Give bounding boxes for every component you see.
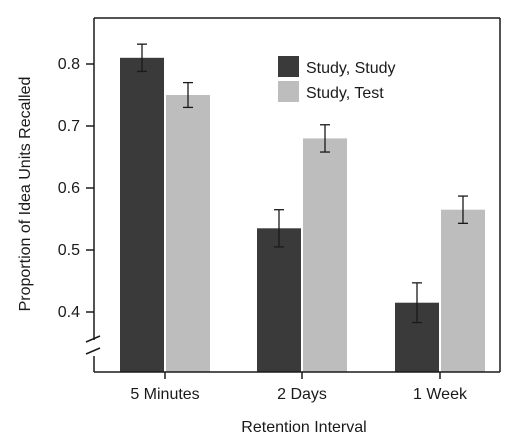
error-bars-layer xyxy=(137,43,468,324)
error-bar-study-study-0 xyxy=(137,43,147,73)
error-bar-study-study-2 xyxy=(412,282,422,324)
bar-study-study-1 xyxy=(257,228,301,372)
bar-study-study-0 xyxy=(120,57,164,373)
error-bar-study-test-2 xyxy=(458,195,468,224)
y-tick-label: 0.7 xyxy=(58,118,80,135)
y-axis-title: Proportion of Idea Units Recalled xyxy=(17,77,34,312)
y-tick-label: 0.4 xyxy=(58,304,80,321)
x-ticks: 5 Minutes 2 Days 1 Week xyxy=(130,372,468,403)
axis-break-mark-top xyxy=(85,335,101,343)
y-tick-label: 0.8 xyxy=(58,56,80,73)
plot-frame xyxy=(85,17,501,373)
y-tick-label: 0.5 xyxy=(58,242,80,259)
bar-study-test-1 xyxy=(303,138,347,372)
legend: Study, Study Study, Test xyxy=(278,56,396,102)
bar-study-test-0 xyxy=(166,95,210,372)
bar-study-test-2 xyxy=(441,209,485,372)
error-bar-study-study-1 xyxy=(274,209,284,248)
x-tick-label: 1 Week xyxy=(413,386,468,403)
legend-swatch-study-study xyxy=(278,56,299,77)
legend-swatch-study-test xyxy=(278,81,299,102)
legend-label-study-test: Study, Test xyxy=(306,85,384,102)
axis-break-mark-bottom xyxy=(85,347,101,355)
legend-label-study-study: Study, Study xyxy=(306,60,396,77)
error-bar-study-test-1 xyxy=(320,124,330,153)
bars-layer xyxy=(120,57,485,373)
y-tick-label: 0.6 xyxy=(58,180,80,197)
x-tick-label: 5 Minutes xyxy=(130,386,199,403)
y-ticks: 0.4 0.5 0.6 0.7 0.8 xyxy=(58,56,94,321)
error-bar-study-test-0 xyxy=(183,81,193,109)
x-axis-title: Retention Interval xyxy=(241,419,366,436)
x-tick-label: 2 Days xyxy=(277,386,327,403)
